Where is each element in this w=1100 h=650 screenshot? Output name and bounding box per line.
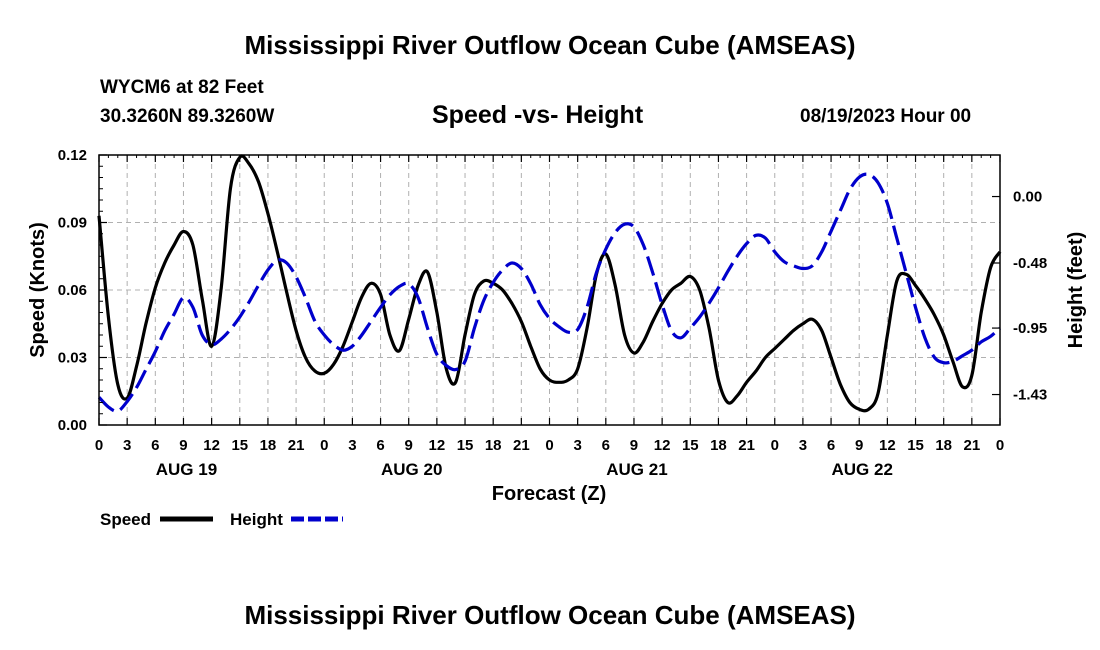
grid: [99, 155, 1000, 425]
x-tick-label: 18: [935, 437, 952, 454]
x-tick-label: 21: [288, 437, 305, 454]
x-tick-label: 12: [879, 437, 896, 454]
x-tick-label: 9: [630, 437, 638, 454]
x-tick-label: 15: [231, 437, 248, 454]
x-tick-label: 3: [348, 437, 356, 454]
x-tick-label: 3: [573, 437, 581, 454]
series-line-speed: [97, 154, 1002, 413]
x-tick-label: 0: [320, 437, 328, 454]
repeated-title: Mississippi River Outflow Ocean Cube (AM…: [244, 600, 856, 630]
x-tick-label: 21: [964, 437, 981, 454]
x-tick-label: 0: [545, 437, 553, 454]
run-time-label: 08/19/2023 Hour 00: [800, 106, 972, 127]
x-tick-label: 9: [405, 437, 413, 454]
x-tick-label: 3: [799, 437, 807, 454]
x-tick-label: 9: [179, 437, 187, 454]
legend-speed-label: Speed: [100, 510, 151, 529]
x-tick-label: 12: [429, 437, 446, 454]
y-axis-label: Speed (Knots): [27, 222, 49, 358]
x-tick-label: 12: [654, 437, 671, 454]
x-tick-label: 6: [151, 437, 159, 454]
series-line-height: [97, 172, 1002, 413]
x-tick-label: 0: [95, 437, 103, 454]
x-tick-label: 6: [602, 437, 610, 454]
x-tick-label: 21: [738, 437, 755, 454]
y-tick-label: 0.12: [58, 147, 87, 164]
legend-height-label: Height: [230, 510, 283, 529]
x-tick-label: 3: [123, 437, 131, 454]
x-day-label: AUG 20: [381, 460, 442, 479]
chart-subtitle: Speed -vs- Height: [432, 101, 644, 129]
series-layer: [97, 154, 1002, 413]
x-tick-label: 15: [682, 437, 699, 454]
y2-tick-label: -0.48: [1013, 255, 1047, 272]
x-tick-label: 15: [907, 437, 924, 454]
y2-tick-label: -0.95: [1013, 320, 1047, 337]
axes: 0 3 6 9 12 15 18 21 0 3 6 9 12 15 18 21 0 3 6 9 12 15 18 21 0 3 6 9…: [58, 147, 1047, 479]
y-tick-label: 0.09: [58, 215, 87, 232]
x-tick-label: 9: [855, 437, 863, 454]
y2-tick-label: 0.00: [1013, 189, 1042, 206]
coordinates-label: 30.3260N 89.3260W: [100, 106, 275, 127]
y2-tick-label: -1.43: [1013, 387, 1047, 404]
x-tick-label: 15: [457, 437, 474, 454]
legend: Speed Height: [100, 510, 343, 529]
x-day-label: AUG 19: [156, 460, 217, 479]
x-tick-label: 0: [771, 437, 779, 454]
station-label: WYCM6 at 82 Feet: [100, 77, 264, 98]
y-tick-label: 0.03: [58, 350, 87, 367]
x-day-label: AUG 21: [606, 460, 667, 479]
x-tick-label: 18: [710, 437, 727, 454]
x-tick-label: 18: [260, 437, 277, 454]
x-day-label: AUG 22: [832, 460, 893, 479]
y2-axis-label: Height (feet): [1065, 232, 1087, 349]
x-tick-label: 0: [996, 437, 1004, 454]
x-tick-label: 18: [485, 437, 502, 454]
x-tick-label: 12: [203, 437, 220, 454]
x-tick-label: 6: [376, 437, 384, 454]
x-axis-label: Forecast (Z): [492, 483, 606, 505]
speed-height-chart: 0 3 6 9 12 15 18 21 0 3 6 9 12 15 18 21 0 3 6 9 12 15 18 21 0 3 6 9…: [27, 147, 1087, 529]
y-tick-label: 0.00: [58, 417, 87, 434]
x-tick-label: 21: [513, 437, 530, 454]
y-tick-label: 0.06: [58, 282, 87, 299]
main-title: Mississippi River Outflow Ocean Cube (AM…: [244, 30, 856, 60]
x-tick-label: 6: [827, 437, 835, 454]
